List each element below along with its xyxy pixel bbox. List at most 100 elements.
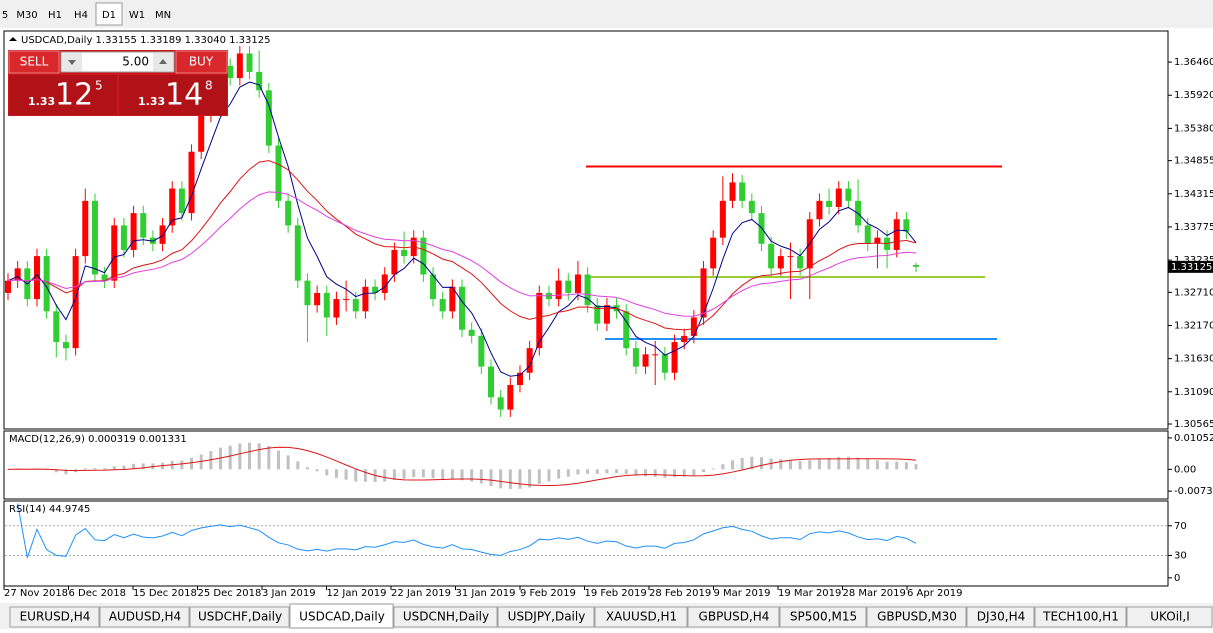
x-tick-label: 12 Jan 2019 — [327, 588, 387, 599]
macd-bar — [827, 458, 831, 470]
candle-body — [719, 200, 726, 238]
symbol-tab[interactable]: GBPUSD,H4 — [687, 606, 780, 628]
symbol-tab[interactable]: TECH100,H1 — [1034, 606, 1127, 628]
ask-box[interactable] — [119, 75, 227, 115]
volume: 5.00 — [122, 55, 149, 69]
tab-label: USDCNH,Daily — [403, 610, 489, 624]
candle-body — [198, 114, 205, 152]
candle-body — [285, 200, 292, 226]
candle-body — [459, 286, 466, 330]
x-tick-label: 27 Nov 2018 — [4, 588, 68, 599]
macd-bar — [750, 456, 754, 470]
candle-body — [739, 182, 746, 201]
candle-body — [555, 280, 562, 300]
collapse-icon — [9, 37, 17, 41]
rsi-title: RSI(14) 44.9745 — [9, 504, 90, 515]
symbol-tab[interactable]: SP500,M15 — [779, 606, 867, 628]
candle-body — [33, 256, 40, 300]
arrow-down — [68, 60, 76, 65]
macd-bar — [450, 469, 454, 479]
symbol-tab[interactable]: DJ30,H4 — [966, 606, 1035, 628]
macd-bar — [740, 457, 744, 470]
candle-body — [159, 225, 166, 244]
timeframe-label: 5 — [2, 10, 8, 21]
macd-bar — [615, 469, 619, 473]
timeframe-tab[interactable]: D1 — [95, 2, 123, 26]
rsi-tick-label: 0 — [1174, 573, 1180, 584]
symbol-tab[interactable]: GBPUSD,M30 — [866, 606, 967, 628]
symbol-tab[interactable]: UKOil,I — [1126, 606, 1213, 628]
macd-bar — [470, 469, 474, 482]
sell-button[interactable] — [8, 50, 60, 74]
tab-bg — [594, 606, 688, 628]
tab-bg — [1126, 606, 1213, 628]
x-tick-label: 19 Mar 2019 — [778, 588, 841, 599]
x-tick-label: 9 Feb 2019 — [520, 588, 576, 599]
macd-bar — [808, 460, 812, 470]
candle-body — [256, 71, 263, 91]
timeframe-tab[interactable]: MN — [150, 3, 176, 25]
candle-body — [401, 249, 408, 257]
bid-box[interactable] — [9, 75, 117, 115]
macd-bar — [653, 469, 657, 477]
candle-body — [381, 274, 388, 293]
candle-body — [53, 311, 60, 343]
candle-body — [333, 299, 340, 318]
macd-bar — [798, 461, 802, 470]
symbol-tab[interactable]: USDCHF,Daily — [189, 606, 290, 628]
macd-bar — [286, 455, 290, 470]
y-tick-label: 1.33235 — [1174, 255, 1213, 266]
candle-body — [178, 188, 185, 214]
tab-bg — [189, 606, 290, 628]
symbol-tab[interactable]: XAUUSD,H1 — [594, 606, 688, 628]
macd-bar — [904, 462, 908, 470]
symbol-tab[interactable]: USDCAD,Daily — [289, 603, 394, 629]
candle-body — [188, 151, 195, 214]
timeframe-label: W1 — [129, 10, 145, 21]
candle-body — [420, 237, 427, 275]
timeframe-label: D1 — [102, 10, 116, 21]
macd-bar — [103, 468, 107, 470]
symbol-tab[interactable]: USDJPY,Daily — [497, 606, 595, 628]
y-tick-label: 1.31090 — [1174, 387, 1213, 398]
buy-button[interactable] — [175, 50, 228, 74]
bid-small: 5 — [95, 79, 103, 93]
candle-body — [787, 256, 794, 258]
candle-body — [574, 274, 581, 293]
volume-field[interactable] — [60, 51, 175, 73]
candle-body — [372, 286, 379, 293]
tab-bg — [966, 606, 1035, 628]
symbol-tab[interactable]: EURUSD,H4 — [9, 606, 100, 628]
macd-bar — [479, 469, 483, 484]
current-price-box — [1168, 260, 1213, 273]
candle-body — [449, 286, 456, 312]
candle-body — [391, 249, 398, 275]
macd-bar — [315, 469, 319, 472]
symbol-tab[interactable]: USDCNH,Daily — [393, 606, 498, 628]
moving-average — [7, 81, 917, 377]
candle-body — [603, 305, 610, 324]
candle-body — [362, 286, 369, 312]
timeframe-tab[interactable]: W1 — [124, 3, 150, 25]
symbol-tab[interactable]: AUDUSD,H4 — [99, 606, 190, 628]
macd-bar — [383, 469, 387, 482]
candle-body — [323, 292, 330, 318]
candle-body — [236, 53, 243, 79]
macd-bar — [576, 469, 580, 475]
macd-bar — [779, 459, 783, 470]
tab-bg — [779, 606, 867, 628]
timeframe-tab[interactable]: M30 — [14, 3, 40, 25]
y-tick-label: 1.32710 — [1174, 287, 1213, 298]
macd-bar — [837, 457, 841, 470]
y-tick-label: 1.30565 — [1174, 419, 1213, 430]
tab-label: EURUSD,H4 — [20, 610, 91, 624]
y-tick-label: 1.35380 — [1174, 123, 1213, 134]
candle-body — [430, 274, 437, 300]
macd-bar — [354, 469, 358, 482]
rsi-tick-label: 70 — [1174, 521, 1187, 532]
macd-bar — [673, 469, 677, 478]
timeframe-tab[interactable]: H1 — [42, 3, 68, 25]
timeframe-tab[interactable]: H4 — [68, 3, 94, 25]
macd-bar — [460, 469, 464, 481]
